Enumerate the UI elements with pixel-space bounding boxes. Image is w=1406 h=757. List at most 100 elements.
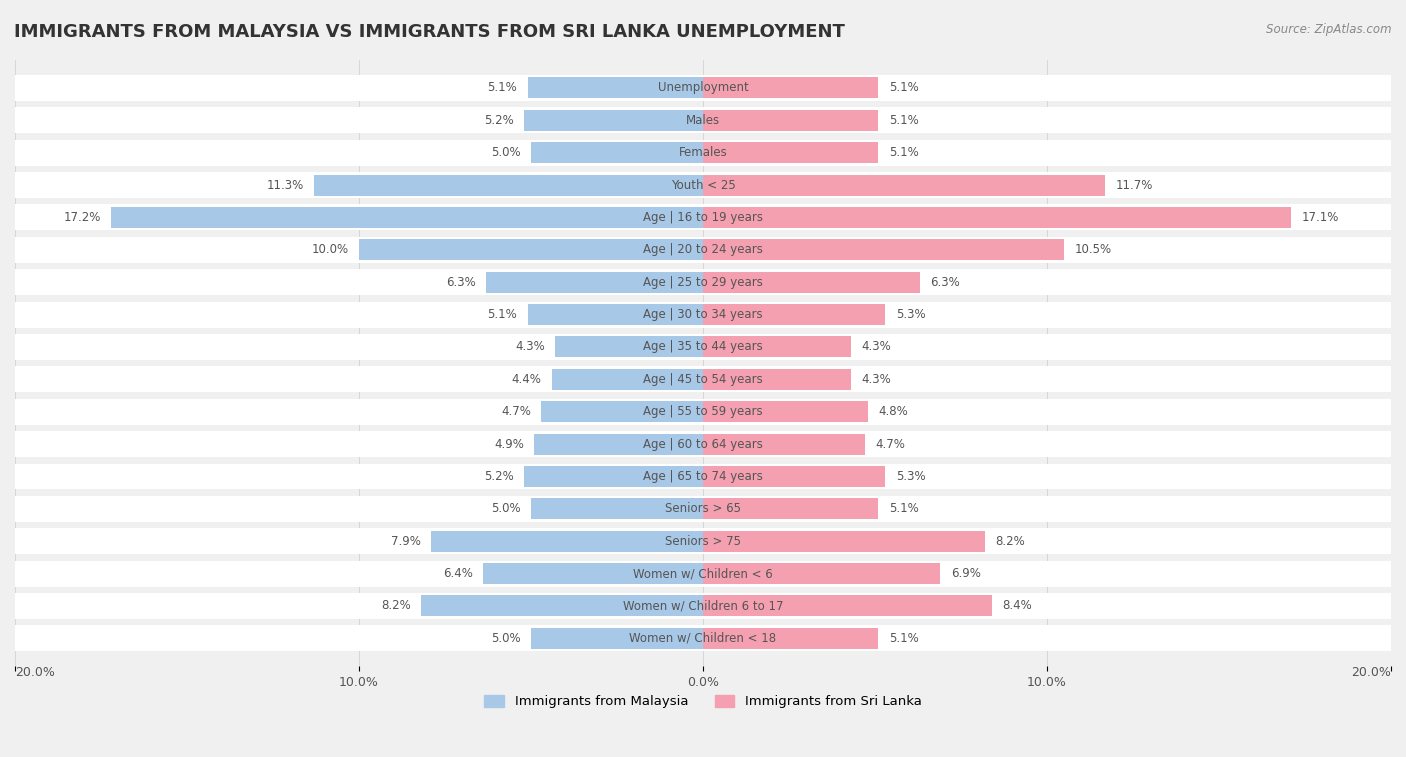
Bar <box>15 269 1391 295</box>
Text: 4.3%: 4.3% <box>862 373 891 386</box>
Text: 5.1%: 5.1% <box>488 82 517 95</box>
Bar <box>531 498 703 519</box>
Bar <box>703 175 1105 195</box>
Text: 4.3%: 4.3% <box>862 341 891 354</box>
Bar <box>15 528 1391 554</box>
Bar <box>15 625 1391 651</box>
Text: 5.1%: 5.1% <box>889 503 918 516</box>
Text: 5.0%: 5.0% <box>491 632 520 645</box>
Bar <box>315 175 703 195</box>
Text: Age | 20 to 24 years: Age | 20 to 24 years <box>643 243 763 257</box>
Text: Age | 30 to 34 years: Age | 30 to 34 years <box>643 308 763 321</box>
Bar <box>15 463 1391 490</box>
Bar <box>534 434 703 455</box>
Bar <box>420 596 703 616</box>
Bar <box>703 434 865 455</box>
Bar <box>524 466 703 487</box>
Text: 5.0%: 5.0% <box>491 503 520 516</box>
Text: Unemployment: Unemployment <box>658 82 748 95</box>
Bar <box>15 140 1391 166</box>
Bar <box>703 369 851 390</box>
Text: 5.3%: 5.3% <box>896 308 925 321</box>
Text: Males: Males <box>686 114 720 127</box>
Text: 5.1%: 5.1% <box>889 82 918 95</box>
Bar <box>432 531 703 552</box>
Bar <box>703 401 868 422</box>
Bar <box>524 110 703 131</box>
Text: Women w/ Children < 18: Women w/ Children < 18 <box>630 632 776 645</box>
Text: Age | 65 to 74 years: Age | 65 to 74 years <box>643 470 763 483</box>
Bar <box>703 563 941 584</box>
Legend: Immigrants from Malaysia, Immigrants from Sri Lanka: Immigrants from Malaysia, Immigrants fro… <box>479 690 927 714</box>
Bar <box>15 496 1391 522</box>
Bar <box>15 561 1391 587</box>
Bar <box>703 531 986 552</box>
Text: 4.3%: 4.3% <box>515 341 544 354</box>
Text: 10.5%: 10.5% <box>1074 243 1112 257</box>
Text: Age | 35 to 44 years: Age | 35 to 44 years <box>643 341 763 354</box>
Bar <box>541 401 703 422</box>
Bar <box>111 207 703 228</box>
Bar <box>15 237 1391 263</box>
Text: Females: Females <box>679 146 727 159</box>
Bar <box>703 110 879 131</box>
Text: 5.1%: 5.1% <box>889 114 918 127</box>
Bar <box>359 239 703 260</box>
Bar <box>531 628 703 649</box>
Text: 5.2%: 5.2% <box>484 114 513 127</box>
Text: Age | 25 to 29 years: Age | 25 to 29 years <box>643 276 763 288</box>
Text: 8.2%: 8.2% <box>995 534 1025 548</box>
Text: 6.3%: 6.3% <box>446 276 477 288</box>
Text: Women w/ Children < 6: Women w/ Children < 6 <box>633 567 773 580</box>
Text: Age | 55 to 59 years: Age | 55 to 59 years <box>643 405 763 418</box>
Bar <box>703 207 1291 228</box>
Text: 20.0%: 20.0% <box>1351 666 1391 679</box>
Text: 4.9%: 4.9% <box>495 438 524 450</box>
Bar <box>703 466 886 487</box>
Text: 5.1%: 5.1% <box>889 632 918 645</box>
Text: 17.2%: 17.2% <box>63 211 101 224</box>
Bar <box>15 366 1391 392</box>
Bar <box>15 334 1391 360</box>
Bar <box>703 596 993 616</box>
Text: 10.0%: 10.0% <box>312 243 349 257</box>
Bar <box>703 498 879 519</box>
Text: 8.4%: 8.4% <box>1002 600 1032 612</box>
Bar <box>482 563 703 584</box>
Text: Youth < 25: Youth < 25 <box>671 179 735 192</box>
Text: 5.2%: 5.2% <box>484 470 513 483</box>
Bar <box>703 628 879 649</box>
Bar <box>531 142 703 164</box>
Text: 5.0%: 5.0% <box>491 146 520 159</box>
Bar <box>703 336 851 357</box>
Bar <box>527 77 703 98</box>
Bar <box>527 304 703 325</box>
Bar <box>555 336 703 357</box>
Text: 4.7%: 4.7% <box>501 405 531 418</box>
Text: 17.1%: 17.1% <box>1302 211 1339 224</box>
Text: Age | 16 to 19 years: Age | 16 to 19 years <box>643 211 763 224</box>
Text: Age | 45 to 54 years: Age | 45 to 54 years <box>643 373 763 386</box>
Bar <box>486 272 703 293</box>
Text: 20.0%: 20.0% <box>15 666 55 679</box>
Text: 4.7%: 4.7% <box>875 438 905 450</box>
Text: Women w/ Children 6 to 17: Women w/ Children 6 to 17 <box>623 600 783 612</box>
Bar <box>703 304 886 325</box>
Text: 6.9%: 6.9% <box>950 567 980 580</box>
Bar <box>703 239 1064 260</box>
Text: 5.3%: 5.3% <box>896 470 925 483</box>
Bar <box>703 77 879 98</box>
Text: 5.1%: 5.1% <box>889 146 918 159</box>
Text: Seniors > 75: Seniors > 75 <box>665 534 741 548</box>
Bar <box>703 142 879 164</box>
Bar <box>15 204 1391 230</box>
Text: Source: ZipAtlas.com: Source: ZipAtlas.com <box>1267 23 1392 36</box>
Text: 4.4%: 4.4% <box>512 373 541 386</box>
Bar <box>15 431 1391 457</box>
Text: Age | 60 to 64 years: Age | 60 to 64 years <box>643 438 763 450</box>
Text: Seniors > 65: Seniors > 65 <box>665 503 741 516</box>
Bar <box>15 593 1391 619</box>
Text: 6.3%: 6.3% <box>929 276 960 288</box>
Bar <box>15 301 1391 328</box>
Text: 11.7%: 11.7% <box>1116 179 1153 192</box>
